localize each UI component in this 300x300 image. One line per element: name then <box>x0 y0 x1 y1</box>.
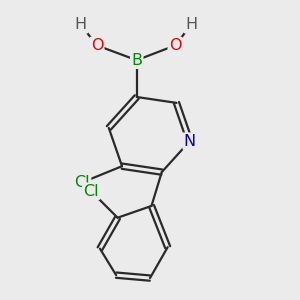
Text: H: H <box>185 17 197 32</box>
Text: N: N <box>184 134 196 149</box>
Text: Cl: Cl <box>83 184 99 199</box>
Text: O: O <box>169 38 181 53</box>
Text: O: O <box>91 38 103 53</box>
Text: B: B <box>131 53 142 68</box>
Text: H: H <box>75 17 87 32</box>
Text: Cl: Cl <box>74 175 90 190</box>
